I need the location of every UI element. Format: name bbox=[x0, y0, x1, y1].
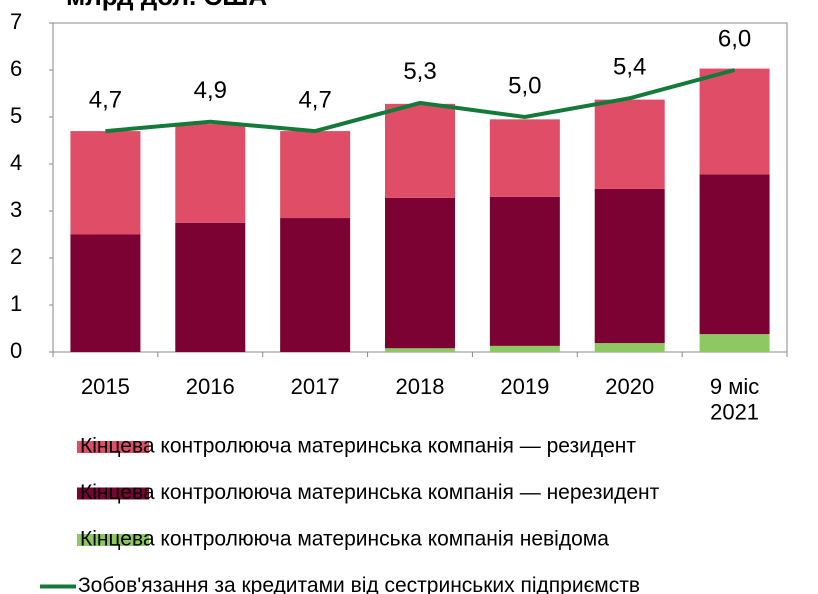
bar-segment bbox=[385, 197, 455, 349]
data-label: 5,3 bbox=[403, 58, 436, 85]
x-tick-label: 2016 bbox=[186, 374, 235, 399]
bar-segment bbox=[385, 348, 455, 352]
y-tick-label: 7 bbox=[10, 9, 22, 34]
x-tick-label: 2019 bbox=[500, 374, 549, 399]
bar-segment bbox=[489, 345, 560, 352]
bar-segment bbox=[594, 188, 665, 344]
y-tick-label: 2 bbox=[10, 244, 22, 269]
y-tick-label: 3 bbox=[10, 197, 22, 222]
bar-segment bbox=[594, 343, 665, 352]
bar-segment bbox=[385, 103, 455, 198]
data-label: 4,7 bbox=[89, 86, 122, 113]
x-tick-label: 2020 bbox=[605, 374, 654, 399]
legend-swatch bbox=[77, 441, 149, 453]
legend-label: Кінцева контролююча материнська компанія… bbox=[80, 528, 609, 551]
data-label: 4,7 bbox=[298, 86, 331, 113]
bar-segment bbox=[175, 222, 246, 352]
legend-label: Кінцева контролююча материнська компанія… bbox=[80, 481, 660, 504]
bar-segment bbox=[699, 334, 770, 352]
x-tick-label: 2017 bbox=[291, 374, 340, 399]
chart-title: млрд дол. США bbox=[66, 0, 267, 11]
bar-segment bbox=[70, 131, 141, 235]
bar-segment bbox=[175, 124, 246, 223]
data-label: 4,9 bbox=[194, 77, 227, 104]
legend-label: Зобов'язання за кредитами від сестринськ… bbox=[78, 574, 640, 594]
bar-segment bbox=[489, 119, 560, 197]
bar-segment bbox=[70, 234, 141, 352]
y-tick-label: 1 bbox=[10, 291, 22, 316]
data-label: 6,0 bbox=[718, 25, 751, 52]
bar-segment bbox=[489, 196, 560, 346]
line bbox=[105, 68, 736, 134]
x-tick-label: 2015 bbox=[81, 374, 130, 399]
y-tick-label: 4 bbox=[10, 150, 22, 175]
y-tick-label: 0 bbox=[10, 338, 22, 363]
bar-segment bbox=[699, 68, 770, 175]
x-tick-label: 9 міс 2021 bbox=[710, 374, 759, 424]
bar-segment bbox=[280, 218, 351, 352]
bar-segment bbox=[280, 131, 351, 219]
legend-swatch bbox=[77, 487, 149, 500]
bar-segment bbox=[594, 99, 665, 189]
y-tick-label: 6 bbox=[10, 56, 22, 81]
legend-label: Кінцева контролююча материнська компанія… bbox=[80, 435, 636, 458]
data-label: 5,0 bbox=[508, 72, 541, 99]
legend-swatch bbox=[77, 534, 149, 546]
y-tick-label: 5 bbox=[10, 103, 22, 128]
x-tick-label: 2018 bbox=[396, 374, 445, 399]
data-label: 5,4 bbox=[613, 54, 646, 81]
bar-segment bbox=[699, 174, 770, 335]
